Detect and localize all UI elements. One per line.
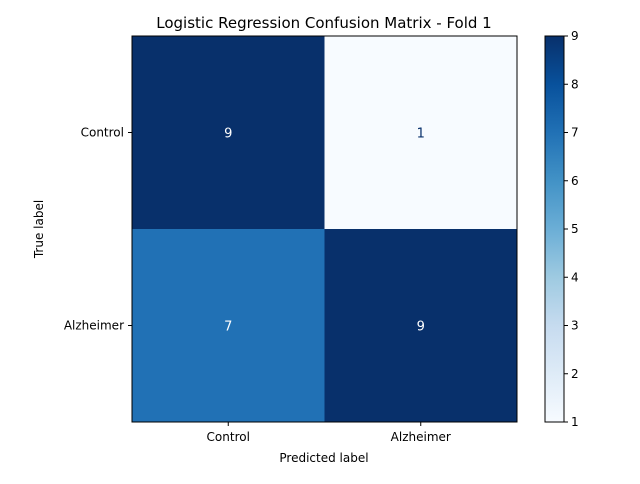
cell-value-label: 7 [224, 320, 232, 335]
colorbar-tick-label: 3 [571, 319, 579, 333]
y-axis-label: True label [32, 200, 46, 259]
colorbar-tick-label: 1 [571, 415, 579, 429]
cell-value-label: 1 [417, 127, 425, 142]
cell-value-label: 9 [224, 127, 232, 142]
colorbar-tick-label: 9 [571, 29, 579, 43]
colorbar-tick-label: 5 [571, 222, 579, 236]
chart-title: Logistic Regression Confusion Matrix - F… [156, 14, 491, 32]
y-axis-ticks: Control Alzheimer [64, 126, 132, 333]
matrix-cell [132, 229, 325, 422]
matrix-cell [324, 36, 517, 229]
colorbar-tick-label: 7 [571, 126, 579, 140]
colorbar [544, 35, 565, 423]
x-axis-label: Predicted label [279, 451, 368, 465]
colorbar-tick-label: 8 [571, 77, 579, 91]
colorbar-ticks: 1 2 3 4 5 6 7 8 9 [564, 29, 579, 429]
colorbar-tick-label: 4 [571, 270, 579, 284]
colorbar-tick-label: 6 [571, 174, 579, 188]
cell-value-label: 9 [417, 320, 425, 335]
matrix-cells: 9 1 7 9 [132, 36, 517, 422]
plot-frame [131, 35, 518, 423]
matrix-cell [324, 229, 517, 422]
x-tick-label: Control [207, 430, 250, 444]
x-axis-ticks: Control Alzheimer [207, 422, 451, 444]
colorbar-tick-label: 2 [571, 367, 579, 381]
matrix-cell [132, 36, 325, 229]
y-tick-label: Alzheimer [64, 319, 124, 333]
y-tick-label: Control [81, 126, 124, 140]
x-tick-label: Alzheimer [391, 430, 451, 444]
